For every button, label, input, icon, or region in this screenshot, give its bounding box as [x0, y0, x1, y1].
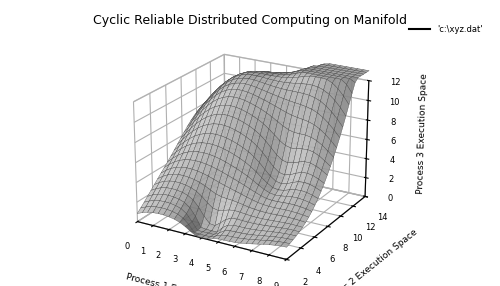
X-axis label: Process 1 Execution Space: Process 1 Execution Space [125, 272, 244, 286]
Legend: 'c:\xyz.dat': 'c:\xyz.dat' [406, 21, 486, 37]
Y-axis label: Process 2 Execution Space: Process 2 Execution Space [319, 227, 419, 286]
Text: Cyclic Reliable Distributed Computing on Manifold: Cyclic Reliable Distributed Computing on… [93, 14, 407, 27]
